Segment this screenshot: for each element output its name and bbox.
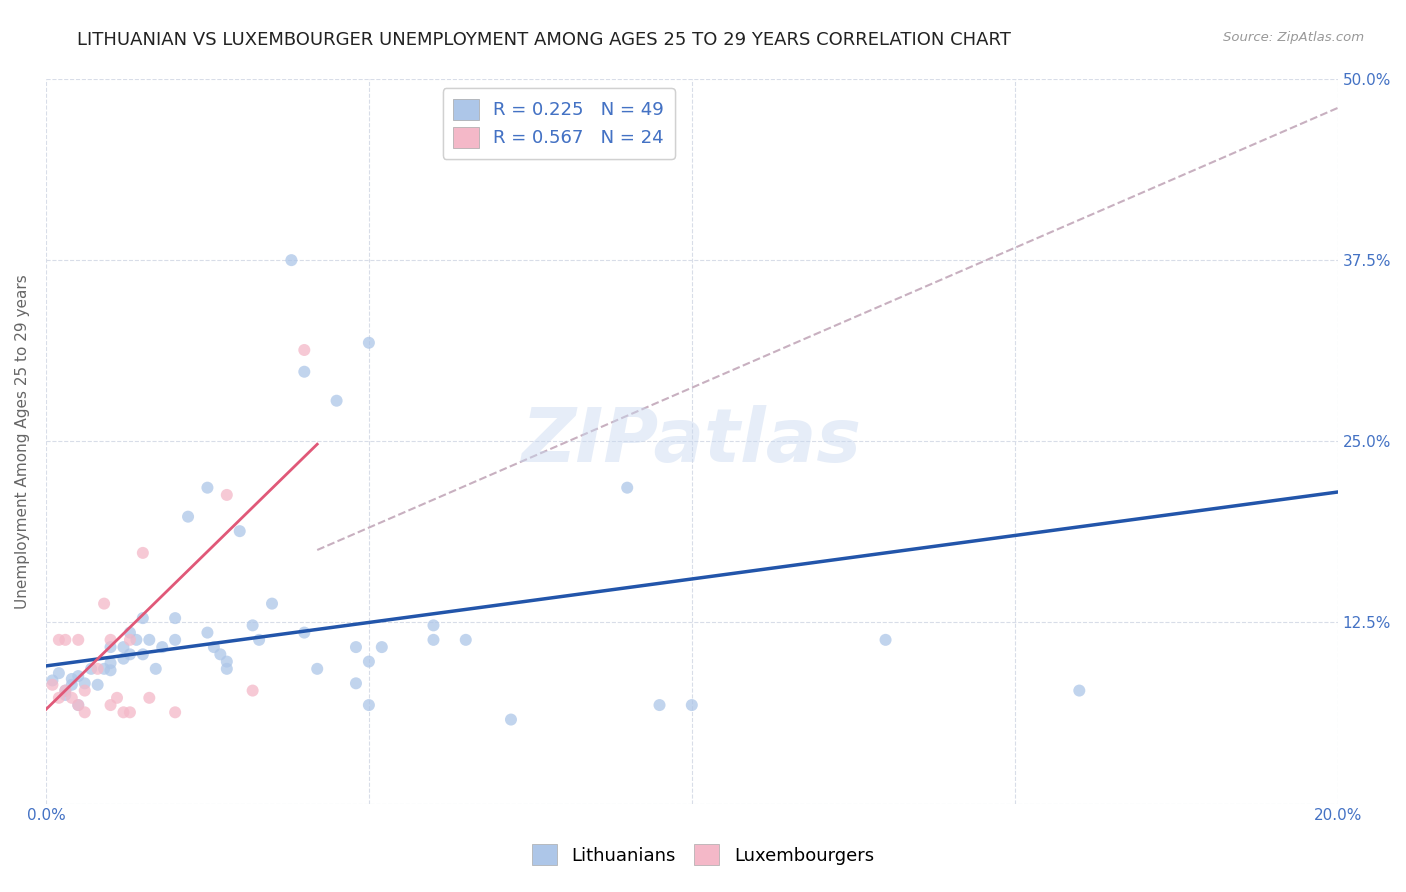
Point	[648, 698, 671, 712]
Point	[344, 640, 367, 654]
Point	[93, 597, 115, 611]
Point	[681, 698, 703, 712]
Y-axis label: Unemployment Among Ages 25 to 29 years: Unemployment Among Ages 25 to 29 years	[15, 274, 30, 608]
Point	[150, 640, 173, 654]
Point	[292, 625, 315, 640]
Text: LITHUANIAN VS LUXEMBOURGER UNEMPLOYMENT AMONG AGES 25 TO 29 YEARS CORRELATION CH: LITHUANIAN VS LUXEMBOURGER UNEMPLOYMENT …	[77, 31, 1011, 49]
Point	[100, 640, 122, 654]
Point	[100, 656, 122, 670]
Point	[357, 698, 380, 712]
Point	[112, 640, 135, 654]
Point	[357, 655, 380, 669]
Point	[60, 678, 83, 692]
Point	[41, 678, 63, 692]
Point	[73, 706, 96, 720]
Point	[48, 632, 70, 647]
Point	[357, 335, 380, 350]
Point	[344, 676, 367, 690]
Point	[41, 673, 63, 688]
Point	[145, 662, 167, 676]
Point	[132, 648, 155, 662]
Point	[53, 683, 76, 698]
Point	[118, 625, 141, 640]
Point	[215, 488, 238, 502]
Point	[260, 597, 283, 611]
Point	[165, 632, 187, 647]
Point	[422, 618, 444, 632]
Point	[177, 509, 200, 524]
Point	[53, 683, 76, 698]
Legend: Lithuanians, Luxembourgers: Lithuanians, Luxembourgers	[523, 835, 883, 874]
Point	[454, 632, 477, 647]
Point	[215, 662, 238, 676]
Point	[67, 698, 90, 712]
Point	[125, 632, 148, 647]
Point	[228, 524, 250, 538]
Point	[73, 676, 96, 690]
Point	[247, 632, 270, 647]
Point	[422, 632, 444, 647]
Point	[73, 683, 96, 698]
Point	[242, 618, 264, 632]
Point	[86, 678, 108, 692]
Point	[112, 706, 135, 720]
Text: Source: ZipAtlas.com: Source: ZipAtlas.com	[1223, 31, 1364, 45]
Point	[197, 625, 219, 640]
Point	[138, 690, 160, 705]
Point	[118, 706, 141, 720]
Point	[86, 662, 108, 676]
Point	[875, 632, 897, 647]
Point	[60, 690, 83, 705]
Point	[197, 481, 219, 495]
Point	[202, 640, 225, 654]
Point	[280, 253, 302, 268]
Point	[292, 365, 315, 379]
Point	[118, 632, 141, 647]
Point	[132, 546, 155, 560]
Point	[67, 632, 90, 647]
Point	[80, 662, 103, 676]
Point	[53, 688, 76, 702]
Point	[325, 393, 347, 408]
Point	[112, 651, 135, 665]
Point	[100, 663, 122, 677]
Point	[53, 632, 76, 647]
Point	[138, 632, 160, 647]
Point	[105, 690, 128, 705]
Point	[242, 683, 264, 698]
Point	[307, 662, 329, 676]
Point	[60, 672, 83, 686]
Legend: R = 0.225   N = 49, R = 0.567   N = 24: R = 0.225 N = 49, R = 0.567 N = 24	[443, 88, 675, 159]
Point	[118, 648, 141, 662]
Point	[93, 662, 115, 676]
Point	[100, 698, 122, 712]
Text: ZIPatlas: ZIPatlas	[522, 405, 862, 478]
Point	[48, 666, 70, 681]
Point	[100, 632, 122, 647]
Point	[67, 698, 90, 712]
Point	[165, 706, 187, 720]
Point	[48, 690, 70, 705]
Point	[371, 640, 394, 654]
Point	[215, 655, 238, 669]
Point	[1069, 683, 1091, 698]
Point	[165, 611, 187, 625]
Point	[209, 648, 232, 662]
Point	[292, 343, 315, 357]
Point	[67, 669, 90, 683]
Point	[499, 713, 522, 727]
Point	[616, 481, 638, 495]
Point	[132, 611, 155, 625]
